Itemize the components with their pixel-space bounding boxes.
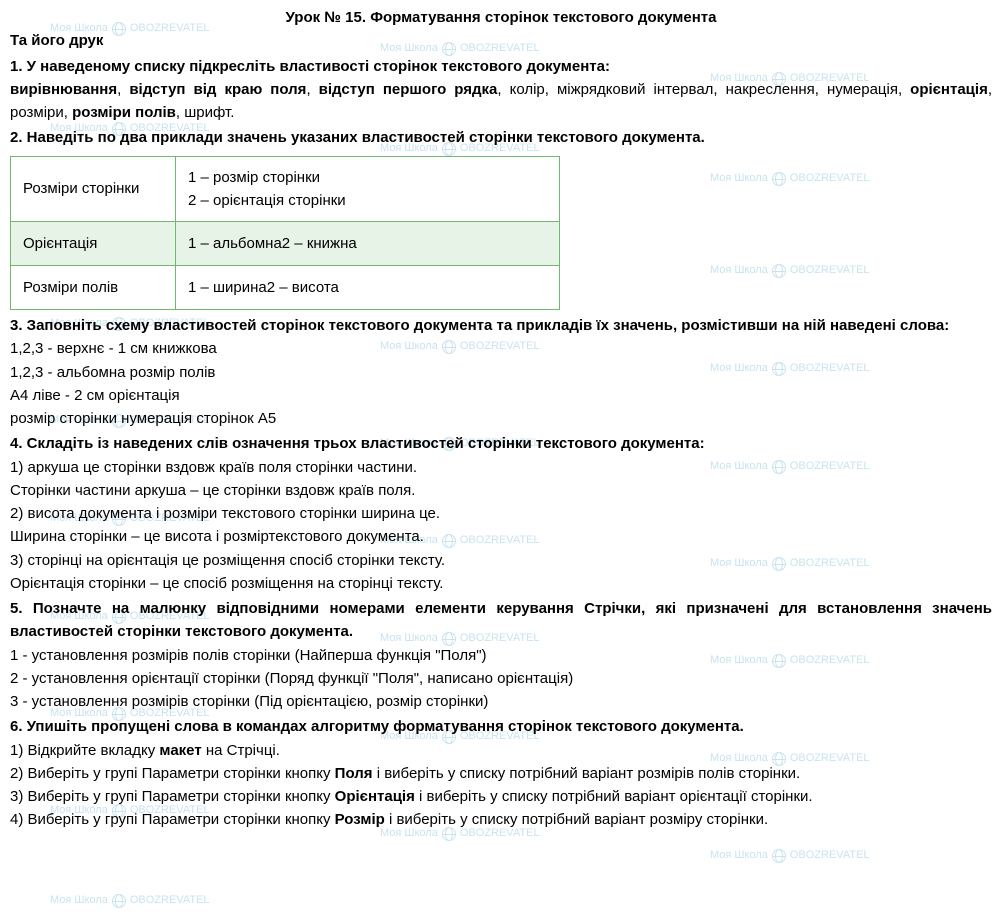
cell-prop-name: Орієнтація [11, 222, 176, 266]
q1-bold-1: вирівнювання [10, 81, 117, 98]
q3-line-3: А4 ліве - 2 см орієнтація [10, 384, 992, 407]
q1-bold-2: відступ від краю поля [129, 81, 306, 98]
table-row: Орієнтація 1 – альбомна2 – книжна [11, 222, 560, 266]
q1-bold-3: відступ першого рядка [319, 81, 498, 98]
q5-line-2: 2 - установлення орієнтації сторінки (По… [10, 667, 992, 690]
cell-prop-values: 1 – альбомна2 – книжна [176, 222, 560, 266]
table-row: Розміри сторінки 1 – розмір сторінки 2 –… [11, 156, 560, 222]
cell-prop-name: Розміри сторінки [11, 156, 176, 222]
q5-line-3: 3 - установлення розмірів сторінки (Під … [10, 690, 992, 713]
q4-line-6: Орієнтація сторінки – це спосіб розміщен… [10, 572, 992, 595]
cell-prop-values: 1 – розмір сторінки 2 – орієнтація сторі… [176, 156, 560, 222]
q6-heading: 6. Упишіть пропущені слова в командах ал… [10, 715, 992, 738]
q4-heading: 4. Складіть із наведених слів означення … [10, 432, 992, 455]
question-6: 6. Упишіть пропущені слова в командах ал… [10, 715, 992, 831]
q6-line-4: 4) Виберіть у групі Параметри сторінки к… [10, 808, 992, 831]
question-2: 2. Наведіть по два приклади значень указ… [10, 126, 992, 310]
document-content: Урок № 15. Форматування сторінок текстов… [10, 6, 992, 832]
question-3: 3. Заповніть схему властивостей сторінок… [10, 314, 992, 430]
lesson-title: Урок № 15. Форматування сторінок текстов… [10, 6, 992, 29]
question-4: 4. Складіть із наведених слів означення … [10, 432, 992, 595]
q4-line-3: 2) висота документа і розміри текстового… [10, 502, 992, 525]
q1-bold-5: розміри полів [72, 104, 176, 121]
q6-line-3: 3) Виберіть у групі Параметри сторінки к… [10, 785, 992, 808]
q3-line-1: 1,2,3 - верхнє - 1 см книжкова [10, 337, 992, 360]
q3-line-4: розмір сторінки нумерація сторінок А5 [10, 407, 992, 430]
q1-body: вирівнювання, відступ від краю поля, від… [10, 78, 992, 125]
q3-line-2: 1,2,3 - альбомна розмір полів [10, 361, 992, 384]
q1-heading: 1. У наведеному списку підкресліть власт… [10, 55, 992, 78]
cell-prop-name: Розміри полів [11, 266, 176, 310]
lesson-subtitle: Та його друк [10, 29, 992, 52]
question-5: 5. Позначте на малюнку відповідними номе… [10, 597, 992, 713]
q5-heading: 5. Позначте на малюнку відповідними номе… [10, 597, 992, 644]
q6-line-1: 1) Відкрийте вкладку макет на Стрічці. [10, 739, 992, 762]
properties-table: Розміри сторінки 1 – розмір сторінки 2 –… [10, 156, 560, 311]
cell-prop-values: 1 – ширина2 – висота [176, 266, 560, 310]
q2-heading: 2. Наведіть по два приклади значень указ… [10, 126, 992, 149]
question-1: 1. У наведеному списку підкресліть власт… [10, 55, 992, 125]
table-row: Розміри полів 1 – ширина2 – висота [11, 266, 560, 310]
q4-line-2: Сторінки частини аркуша – це сторінки вз… [10, 479, 992, 502]
q4-line-5: 3) сторінці на орієнтація це розміщення … [10, 549, 992, 572]
q1-bold-4: орієнтація [910, 81, 988, 98]
q4-line-1: 1) аркуша це сторінки вздовж країв поля … [10, 456, 992, 479]
q5-line-1: 1 - установлення розмірів полів сторінки… [10, 644, 992, 667]
q3-heading: 3. Заповніть схему властивостей сторінок… [10, 314, 992, 337]
q4-line-4: Ширина сторінки – це висота і розміртекс… [10, 525, 992, 548]
q6-line-2: 2) Виберіть у групі Параметри сторінки к… [10, 762, 992, 785]
